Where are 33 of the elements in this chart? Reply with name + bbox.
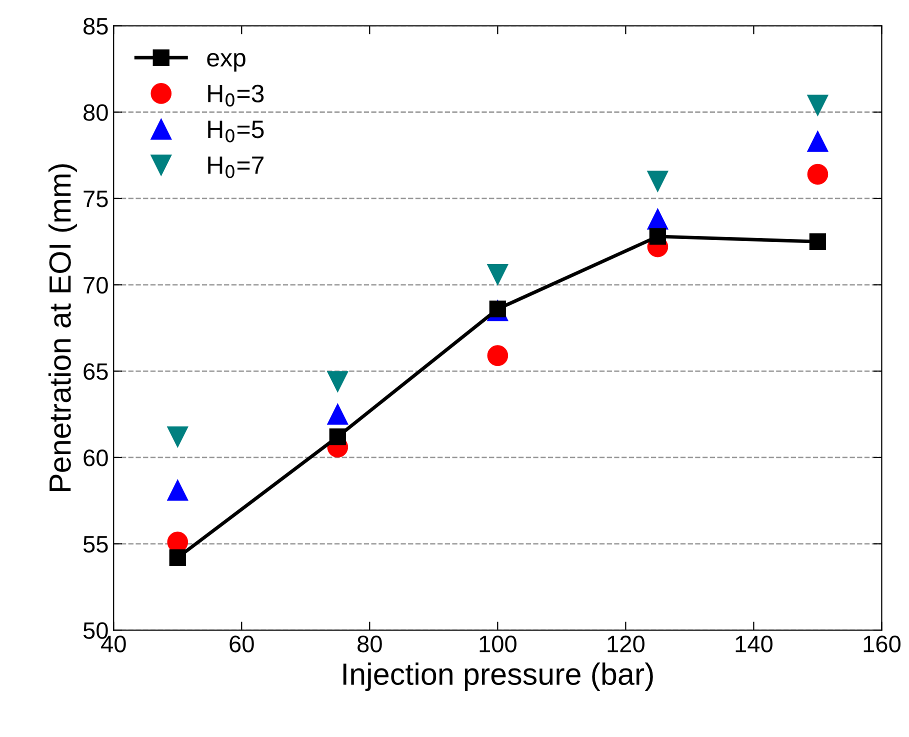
point — [167, 426, 188, 448]
y-tick-label: 55 — [83, 536, 108, 553]
y-axis-title: Penetration at EOI (mm) — [48, 164, 77, 492]
y-tick-label: 70 — [84, 276, 108, 294]
point — [649, 228, 666, 245]
x-tick-label: 140 — [736, 636, 772, 652]
point — [329, 428, 346, 446]
point — [807, 164, 828, 185]
point — [169, 549, 186, 566]
y-tick-label: 60 — [84, 450, 108, 466]
y-tick-label: 80 — [84, 104, 108, 121]
x-tick-label: 60 — [230, 636, 254, 652]
y-tick-label: 65 — [84, 363, 108, 380]
legend-label: exp — [207, 52, 246, 72]
x-tick-label: 80 — [358, 636, 382, 652]
legend-label: H$_{0}$=3 — [208, 84, 264, 107]
point — [809, 233, 826, 250]
x-tick-label: 160 — [864, 636, 901, 652]
y-tick-label: 85 — [84, 18, 108, 35]
point — [167, 480, 188, 501]
point — [807, 131, 828, 152]
point — [487, 345, 508, 366]
point — [327, 404, 348, 425]
point — [327, 371, 348, 392]
legend-label: H$_{0}$=7 — [208, 156, 264, 178]
y-tick-label: 75 — [84, 190, 108, 208]
x-tick-label: 100 — [480, 636, 516, 652]
x-axis-title: Injection pressure (bar) — [343, 662, 653, 692]
point — [807, 94, 828, 116]
x-tick-label: 120 — [608, 636, 644, 652]
point — [487, 264, 508, 285]
point — [647, 170, 668, 192]
legend-label: H$_{0}$=5 — [208, 120, 264, 142]
